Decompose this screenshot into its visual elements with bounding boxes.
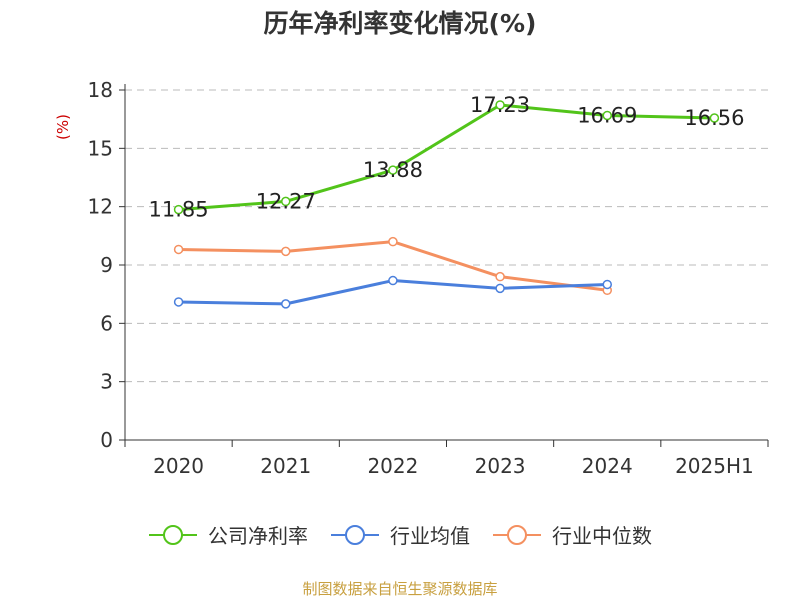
data-label: 11.85 bbox=[149, 198, 209, 222]
series-line bbox=[178, 103, 715, 212]
legend: 公司净利率 行业均值 行业中位数 bbox=[0, 520, 800, 549]
source-note: 制图数据来自恒生聚源数据库 bbox=[302, 580, 498, 598]
legend-item[interactable]: 行业均值 bbox=[330, 520, 470, 549]
x-tick-label: 2022 bbox=[367, 454, 418, 478]
y-tick-label: 9 bbox=[100, 253, 113, 277]
data-point bbox=[709, 113, 720, 123]
data-point bbox=[495, 100, 505, 110]
data-point bbox=[173, 204, 184, 215]
legend-swatch-marker bbox=[507, 524, 527, 545]
legend-swatch bbox=[493, 524, 541, 545]
gridlines bbox=[125, 89, 768, 383]
data-label: 17.23 bbox=[470, 93, 530, 117]
y-tick-label: 12 bbox=[88, 195, 113, 219]
legend-swatch bbox=[149, 524, 197, 545]
x-tick-label: 2021 bbox=[260, 454, 311, 478]
y-tick-label: 18 bbox=[88, 78, 113, 102]
axes: 0 3 6 9 12 15 18 2020 2021 2022 2023 2024 2025H1 bbox=[88, 78, 769, 478]
x-tick-label: 2025H1 bbox=[675, 454, 754, 478]
data-point bbox=[388, 165, 398, 175]
data-label: 13.88 bbox=[363, 158, 423, 182]
data-point bbox=[173, 244, 184, 255]
data-labels: 11.85 12.27 13.88 17.23 16.69 16.56 bbox=[149, 93, 745, 222]
data-label: 16.69 bbox=[577, 103, 637, 127]
legend-label: 行业均值 bbox=[390, 524, 470, 548]
legend-swatch-marker bbox=[345, 524, 365, 545]
data-point bbox=[388, 236, 398, 247]
y-tick-label: 3 bbox=[100, 370, 113, 394]
series bbox=[173, 100, 720, 309]
y-axis-label: (%) bbox=[54, 114, 72, 140]
data-label: 12.27 bbox=[256, 189, 316, 213]
y-tick-label: 0 bbox=[100, 428, 113, 452]
legend-swatch bbox=[331, 524, 379, 545]
data-point bbox=[173, 297, 184, 307]
line-chart: 0 3 6 9 12 15 18 2020 2021 2022 2023 2024 2025H1 (%)… bbox=[54, 78, 769, 478]
legend-item[interactable]: 行业中位数 bbox=[492, 520, 652, 549]
data-point bbox=[281, 196, 291, 207]
data-point bbox=[388, 275, 398, 286]
data-point bbox=[281, 246, 291, 257]
data-point bbox=[602, 110, 612, 121]
data-label: 16.56 bbox=[684, 106, 744, 130]
x-tick-label: 2024 bbox=[582, 454, 633, 478]
data-point bbox=[495, 283, 505, 294]
legend-swatch-marker bbox=[163, 524, 183, 545]
chart-title: 历年净利率变化情况(%) bbox=[263, 9, 537, 38]
legend-label: 行业中位数 bbox=[552, 524, 652, 548]
legend-item[interactable]: 公司净利率 bbox=[148, 520, 308, 549]
legend-label: 公司净利率 bbox=[208, 524, 308, 548]
data-point bbox=[281, 299, 291, 309]
x-tick-label: 2020 bbox=[153, 454, 204, 478]
data-point bbox=[495, 271, 505, 282]
x-tick-label: 2023 bbox=[475, 454, 526, 478]
data-point bbox=[602, 279, 612, 290]
y-tick-label: 6 bbox=[100, 311, 113, 335]
y-tick-label: 15 bbox=[88, 136, 113, 160]
